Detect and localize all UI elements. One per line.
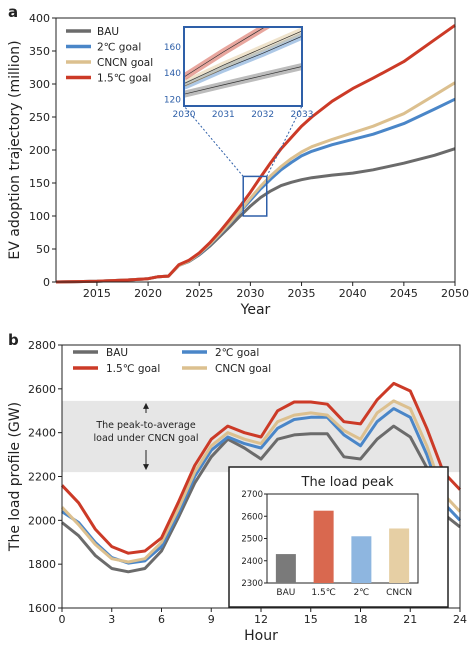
inset-x-tick-label: 2℃ (353, 588, 369, 598)
band-arrow-up-head (143, 402, 149, 409)
legend-label: CNCN goal (215, 363, 271, 375)
band-label-line1: The peak-to-average (95, 420, 196, 431)
x-axis-label: Hour (244, 628, 278, 644)
x-tick-label: 2020 (134, 287, 162, 300)
inset-lines (184, 27, 302, 98)
inset-frame (183, 26, 303, 107)
x-tick-label: 2045 (390, 287, 418, 300)
y-tick-label: 1800 (28, 558, 56, 571)
series-line-1.5C (55, 24, 456, 284)
inset-x-tick-label: 2033 (291, 110, 314, 120)
legend-label: CNCN goal (97, 57, 153, 69)
inset-y-tick-label: 160 (164, 43, 181, 53)
x-tick-label: 9 (208, 613, 215, 626)
x-tick-label: 2050 (441, 287, 469, 300)
legend-label: 2℃ goal (215, 347, 259, 359)
y-tick-label: 250 (29, 111, 50, 124)
x-tick-label: 15 (304, 613, 318, 626)
y-tick-label: 50 (36, 243, 50, 256)
legend-label: 1.5℃ goal (106, 363, 160, 375)
x-tick-label: 2015 (83, 287, 111, 300)
inset-line-BAU (184, 66, 302, 95)
x-tick-label: 24 (453, 613, 467, 626)
y-tick-label: 2600 (28, 383, 56, 396)
x-tick-label: 2025 (185, 287, 213, 300)
y-tick-label: 150 (29, 177, 50, 190)
inset-x-tick-label: CNCN (386, 588, 412, 598)
inset-line-1.5C (184, 27, 266, 78)
legend-label: BAU (97, 26, 119, 38)
inset-y-tick-label: 2500 (241, 535, 263, 545)
inset-x-tick-label: 1.5℃ (311, 588, 335, 598)
inset-bar-1.5C (313, 510, 334, 583)
inset-x-tick-label: 2031 (212, 110, 235, 120)
inset-y-tick-label: 2700 (241, 490, 263, 500)
legend-label: BAU (106, 347, 128, 359)
y-tick-label: 300 (29, 78, 50, 91)
series-line-CNCN (60, 399, 462, 564)
panel-b-label: b (8, 331, 19, 349)
inset-line-CNCN (184, 30, 302, 84)
y-tick-label: 2400 (28, 427, 56, 440)
inset-bar-2C (351, 536, 372, 583)
y-tick-label: 0 (43, 276, 50, 289)
band-label-line2: load under CNCN goal (94, 433, 199, 444)
x-tick-label: 6 (158, 613, 165, 626)
x-tick-label: 2040 (339, 287, 367, 300)
y-tick-label: 200 (29, 144, 50, 157)
y-tick-label: 400 (29, 12, 50, 25)
y-axis-label: The load profile (GW) (7, 402, 23, 552)
x-tick-label: 2035 (288, 287, 316, 300)
inset-line-2C (184, 35, 302, 87)
legend-label: 1.5℃ goal (97, 73, 151, 85)
chart-load-profile: The peak-to-average load under CNCN goal 0… (7, 339, 467, 644)
inset-panel (228, 466, 449, 608)
y-tick-label: 2800 (28, 339, 56, 352)
zoom-connector-right (266, 105, 303, 177)
inset-y-tick-label: 2400 (241, 557, 263, 567)
x-tick-label: 18 (354, 613, 368, 626)
y-tick-label: 1600 (28, 602, 56, 615)
zoom-region-box (242, 175, 268, 217)
chart-ev-adoption: 2015 2020 2025 2030 2035 2040 2045 2050 0 50 100 15… (7, 12, 469, 318)
panel-a-label: a (8, 3, 18, 21)
x-tick-label: 21 (403, 613, 417, 626)
inset-bar-BAU (275, 554, 296, 583)
inset-title: The load peak (301, 475, 394, 490)
x-axis-label: Year (240, 302, 271, 318)
inset-y-tick-label: 120 (164, 95, 181, 105)
x-tick-label: 2030 (236, 287, 264, 300)
inset-y-tick-label: 2300 (241, 579, 263, 589)
series-line-BAU (61, 424, 461, 574)
inset-bar-CNCN (389, 528, 410, 583)
zoom-connector-left (183, 105, 244, 177)
inset-x-tick-label: 2032 (251, 110, 274, 120)
x-tick-label: 0 (59, 613, 66, 626)
y-axis-label: EV adoption trajectory (million) (7, 40, 23, 259)
inset-x-tick-label: 2030 (173, 110, 196, 120)
band-arrow-down-head (143, 464, 149, 471)
y-tick-label: 100 (29, 210, 50, 223)
legend-label: 2℃ goal (97, 42, 141, 54)
inset-y-tick-label: 2600 (241, 512, 263, 522)
inset-x-tick-label: BAU (276, 588, 295, 598)
inset-y-tick-label: 140 (164, 69, 181, 79)
x-tick-label: 3 (108, 613, 115, 626)
x-tick-label: 12 (254, 613, 268, 626)
y-tick-label: 2000 (28, 514, 56, 527)
series-line-1.5C (60, 381, 462, 555)
y-tick-label: 2200 (28, 471, 56, 484)
y-tick-label: 350 (29, 45, 50, 58)
